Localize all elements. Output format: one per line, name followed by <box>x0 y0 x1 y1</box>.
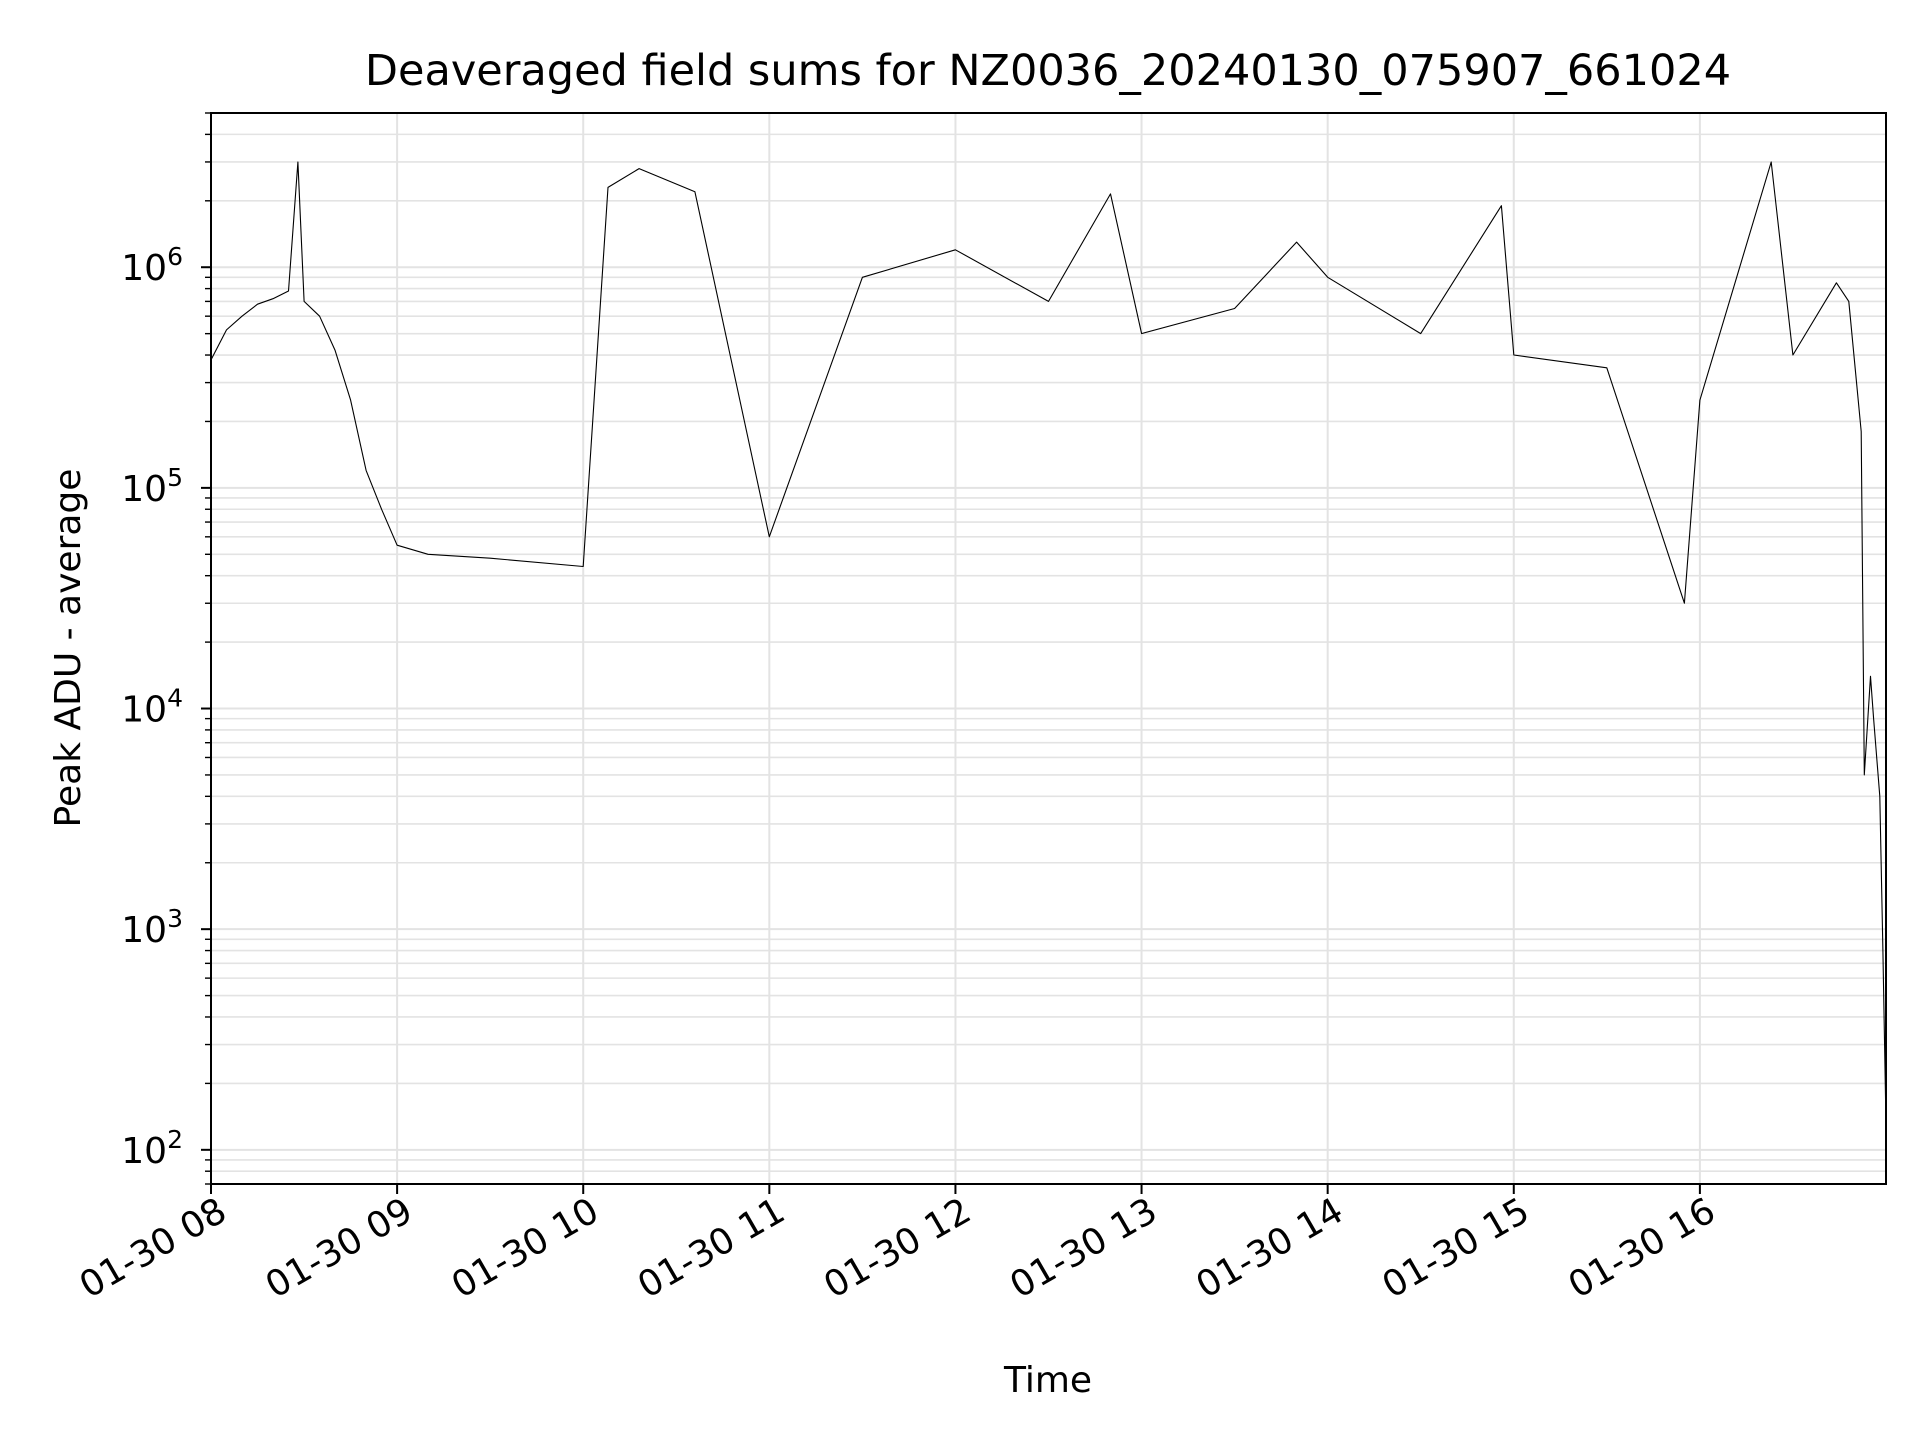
data-layer <box>210 161 1887 1125</box>
y-tick-label: 103 <box>121 904 183 951</box>
y-tick-label: 106 <box>121 242 183 289</box>
y-tick-label: 105 <box>121 463 183 510</box>
chart-title: Deaveraged field sums for NZ0036_2024013… <box>365 46 1731 96</box>
y-tick-label: 104 <box>121 684 183 731</box>
series-line <box>210 161 1887 1125</box>
x-axis-label: Time <box>1003 1360 1092 1401</box>
plot-frame <box>210 112 1887 1185</box>
y-tick-label: 102 <box>121 1125 183 1172</box>
y-axis-label: Peak ADU - average <box>48 469 89 828</box>
